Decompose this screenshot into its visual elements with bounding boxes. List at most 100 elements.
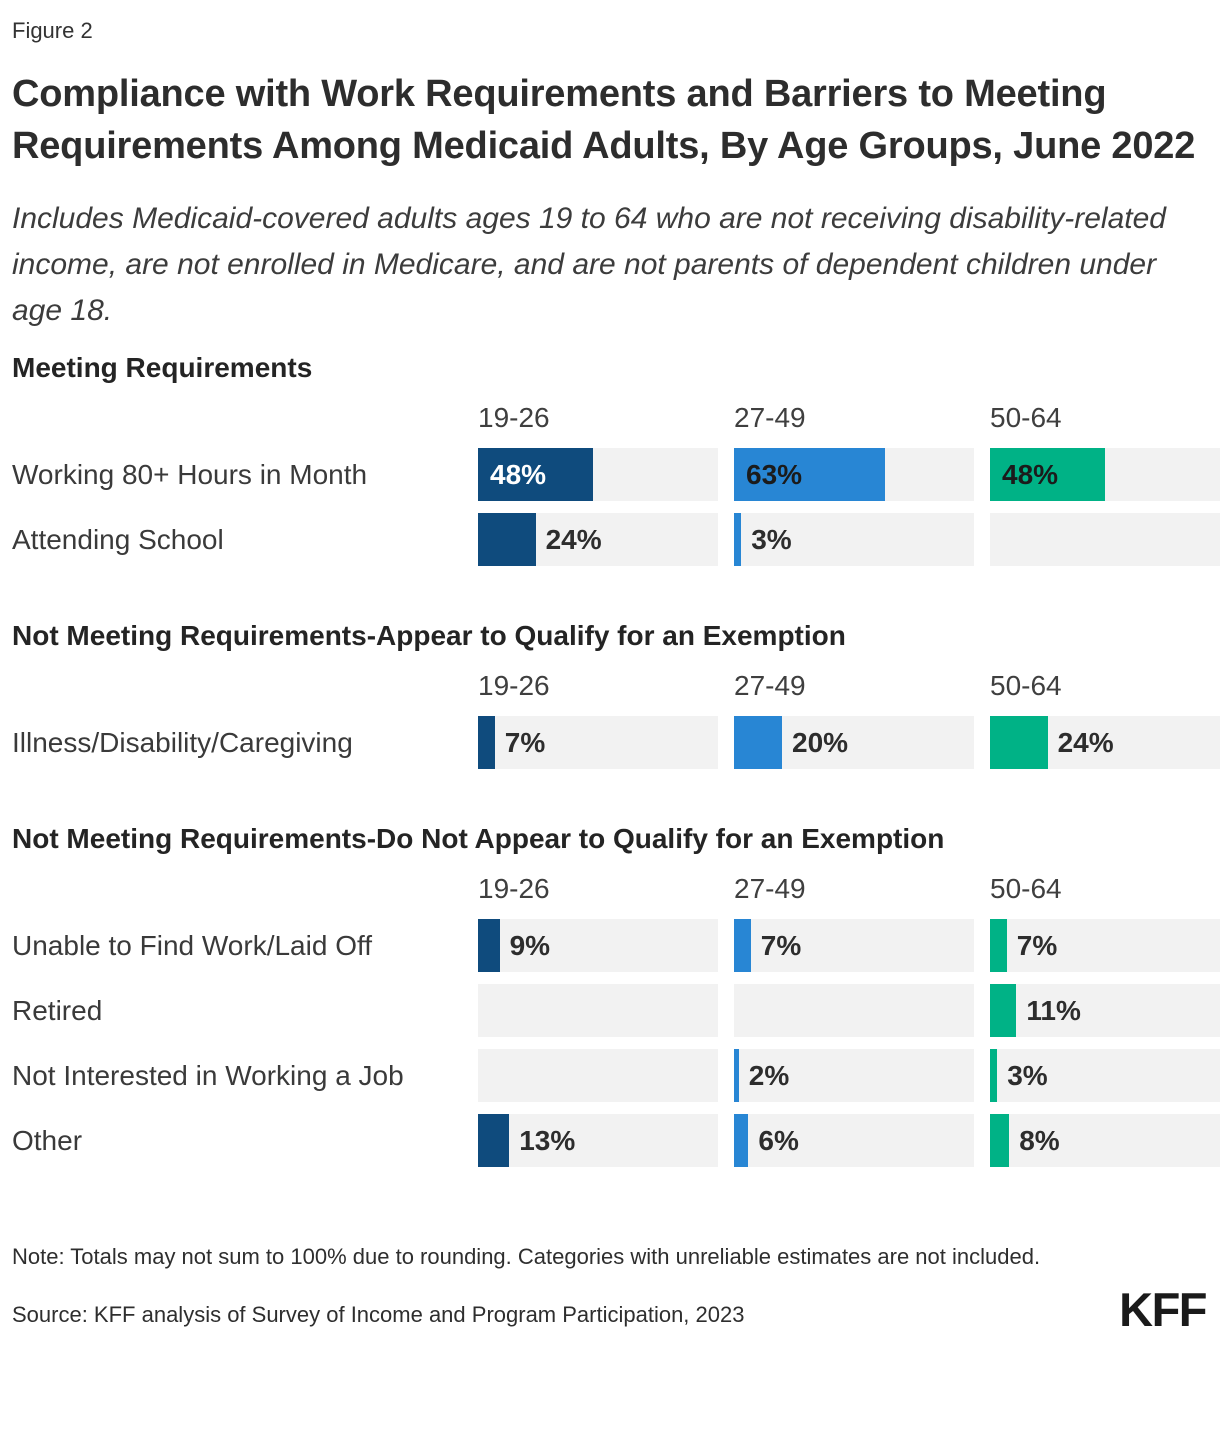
section-title: Meeting Requirements xyxy=(12,352,313,383)
bar-track: 24% xyxy=(990,716,1220,769)
bar-value-label: 7% xyxy=(504,726,546,758)
row-label: Unable to Find Work/Laid Off xyxy=(12,929,373,961)
bar-value-label: 48% xyxy=(1002,458,1059,490)
bar-track: 9% xyxy=(478,919,718,972)
age-group-header: 27-49 xyxy=(734,873,806,904)
chart-title: Compliance with Work Requirements and Ba… xyxy=(12,73,1196,167)
bar-fill xyxy=(478,919,500,972)
bar-track: 48% xyxy=(478,448,718,501)
bar-value-label: 8% xyxy=(1019,1124,1060,1156)
bar-track xyxy=(478,1049,718,1102)
grouped-bar-chart: Meeting Requirements 19-26 27-49 50-64 Worki… xyxy=(12,350,1220,1167)
table-row: Attending School 24% 3% xyxy=(12,513,1220,566)
section-title: Not Meeting Requirements-Appear to Quali… xyxy=(12,620,846,651)
bar-value-label: 3% xyxy=(751,523,792,555)
table-row: Not Interested in Working a Job 2% 3% xyxy=(12,1049,1220,1102)
bar-track xyxy=(478,984,718,1037)
figure-number: Figure 2 xyxy=(12,18,93,43)
bar-value-label: 3% xyxy=(1007,1059,1048,1091)
chart-section: Not Meeting Requirements-Appear to Quali… xyxy=(12,618,1220,769)
table-row: Working 80+ Hours in Month 48% 63% 48% xyxy=(12,448,1220,501)
age-group-header: 27-49 xyxy=(734,670,806,701)
age-group-header: 27-49 xyxy=(734,402,806,433)
section-rows: Illness/Disability/Caregiving 7% 20% 24% xyxy=(12,716,1220,769)
bar-value-label: 20% xyxy=(792,726,849,758)
note-text: Note: Totals may not sum to 100% due to … xyxy=(12,1244,1041,1269)
bar-track: 7% xyxy=(990,919,1220,972)
source-text: Source: KFF analysis of Survey of Income… xyxy=(12,1302,745,1327)
bar-track: 48% xyxy=(990,448,1220,501)
bar-track: 2% xyxy=(734,1049,974,1102)
table-row: Illness/Disability/Caregiving 7% 20% 24% xyxy=(12,716,1220,769)
age-group-header: 50-64 xyxy=(990,670,1062,701)
bar-value-label: 2% xyxy=(748,1059,790,1091)
bar-track: 8% xyxy=(990,1114,1220,1167)
section-rows: Working 80+ Hours in Month 48% 63% 48% Atten… xyxy=(12,448,1220,566)
bar-value-label: 7% xyxy=(1016,929,1058,961)
table-row: Other 13% 6% 8% xyxy=(12,1114,1220,1167)
chart-section: Not Meeting Requirements-Do Not Appear t… xyxy=(12,821,1220,1167)
age-group-header: 19-26 xyxy=(478,402,550,433)
bar-fill xyxy=(478,1114,510,1167)
bar-fill xyxy=(990,1114,1010,1167)
chart-subtitle: Includes Medicaid-covered adults ages 19… xyxy=(12,202,1166,327)
age-group-header: 19-26 xyxy=(478,873,550,904)
bar-value-label: 7% xyxy=(760,929,802,961)
bar-fill xyxy=(478,448,594,501)
age-group-header: 19-26 xyxy=(478,670,550,701)
bar-value-label: 48% xyxy=(490,458,547,490)
row-label: Illness/Disability/Caregiving xyxy=(12,726,353,758)
age-group-header: 50-64 xyxy=(990,873,1062,904)
bar-track xyxy=(990,513,1220,566)
age-group-header-row: 19-26 27-49 50-64 xyxy=(12,871,1208,907)
bar-fill xyxy=(734,716,782,769)
bar-fill xyxy=(734,1049,739,1102)
bar-fill xyxy=(990,448,1106,501)
section-rows: Unable to Find Work/Laid Off 9% 7% 7% Retire… xyxy=(12,919,1220,1167)
bar-value-label: 63% xyxy=(746,458,803,490)
bar-fill xyxy=(478,513,536,566)
bar-track: 63% xyxy=(734,448,974,501)
bar-fill xyxy=(734,919,751,972)
bar-fill xyxy=(990,919,1007,972)
bar-track: 3% xyxy=(990,1049,1220,1102)
age-group-header: 50-64 xyxy=(990,402,1062,433)
bar-track: 20% xyxy=(734,716,974,769)
bar-track xyxy=(734,984,974,1037)
bar-track: 11% xyxy=(990,984,1220,1037)
bar-fill xyxy=(734,1114,749,1167)
age-group-header-row: 19-26 27-49 50-64 xyxy=(12,400,1208,436)
bar-fill xyxy=(990,984,1017,1037)
bar-fill xyxy=(990,1049,998,1102)
bar-track: 7% xyxy=(734,919,974,972)
chart-footer: Note: Totals may not sum to 100% due to … xyxy=(12,1241,1208,1336)
bar-fill xyxy=(734,513,742,566)
bar-fill xyxy=(478,716,495,769)
chart-section: Meeting Requirements 19-26 27-49 50-64 Worki… xyxy=(12,350,1220,566)
bar-value-label: 6% xyxy=(758,1124,799,1156)
bar-track: 6% xyxy=(734,1114,974,1167)
source-row: Source: KFF analysis of Survey of Income… xyxy=(12,1283,1208,1336)
bar-value-label: 24% xyxy=(1057,726,1114,758)
bar-fill xyxy=(734,448,886,501)
table-row: Unable to Find Work/Laid Off 9% 7% 7% xyxy=(12,919,1220,972)
bar-fill xyxy=(990,716,1048,769)
section-title: Not Meeting Requirements-Do Not Appear t… xyxy=(12,823,945,854)
bar-value-label: 24% xyxy=(545,523,602,555)
bar-track: 3% xyxy=(734,513,974,566)
row-label: Attending School xyxy=(12,523,224,555)
bar-track: 7% xyxy=(478,716,718,769)
bar-value-label: 9% xyxy=(509,929,551,961)
row-label: Other xyxy=(12,1124,83,1156)
table-row: Retired 11% xyxy=(12,984,1220,1037)
bar-value-label: 13% xyxy=(519,1124,576,1156)
age-group-header-row: 19-26 27-49 50-64 xyxy=(12,668,1208,704)
bar-track: 24% xyxy=(478,513,718,566)
row-label: Not Interested in Working a Job xyxy=(12,1059,404,1091)
row-label: Working 80+ Hours in Month xyxy=(12,458,368,490)
bar-value-label: 11% xyxy=(1026,994,1081,1026)
kff-logo: KFF xyxy=(1119,1283,1207,1336)
bar-track: 13% xyxy=(478,1114,718,1167)
row-label: Retired xyxy=(12,994,103,1026)
